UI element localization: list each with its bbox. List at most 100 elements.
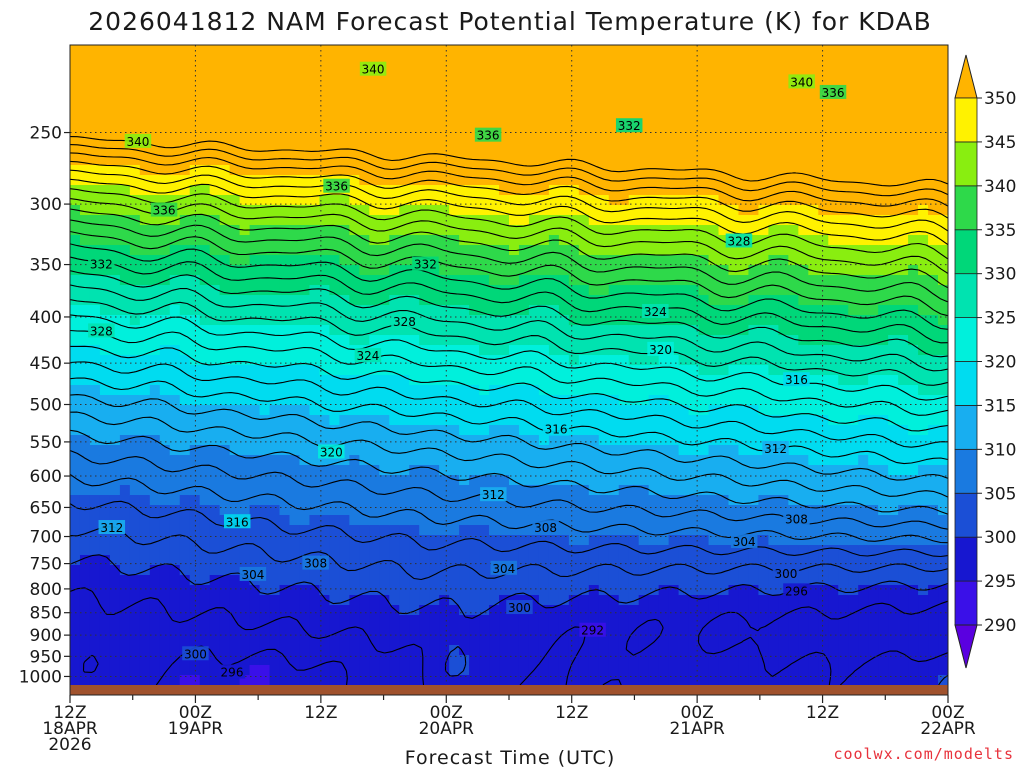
theta-cell xyxy=(279,665,291,676)
theta-cell xyxy=(778,335,789,346)
theta-cell xyxy=(479,565,490,576)
theta-cell xyxy=(469,165,480,176)
theta-cell xyxy=(209,65,221,76)
theta-cell xyxy=(748,645,760,656)
theta-cell xyxy=(728,285,740,296)
theta-cell xyxy=(229,425,241,436)
theta-cell xyxy=(638,125,650,136)
theta-cell xyxy=(538,415,550,426)
theta-cell xyxy=(339,325,350,336)
theta-cell xyxy=(89,405,101,416)
theta-cell xyxy=(389,145,400,156)
theta-cell xyxy=(658,415,670,426)
theta-cell xyxy=(678,355,690,366)
theta-cell xyxy=(329,265,340,276)
theta-cell xyxy=(738,315,750,326)
theta-cell xyxy=(209,355,221,366)
theta-cell xyxy=(708,655,720,666)
theta-cell xyxy=(548,585,560,596)
theta-cell xyxy=(199,155,211,166)
theta-cell xyxy=(199,475,211,486)
theta-cell xyxy=(89,675,101,685)
theta-cell xyxy=(129,445,141,456)
theta-cell xyxy=(509,305,520,316)
theta-cell xyxy=(658,315,670,326)
theta-cell xyxy=(838,315,849,326)
theta-cell xyxy=(718,315,730,326)
theta-cell xyxy=(149,515,161,526)
theta-cell xyxy=(598,405,610,416)
theta-cell xyxy=(409,405,420,416)
theta-cell xyxy=(199,105,211,116)
theta-cell xyxy=(489,675,500,685)
theta-cell xyxy=(369,245,380,256)
theta-cell xyxy=(798,165,809,176)
theta-cell xyxy=(808,585,819,596)
theta-cell xyxy=(179,315,191,326)
theta-cell xyxy=(159,555,171,566)
theta-cell xyxy=(528,505,540,516)
theta-cell xyxy=(678,155,690,166)
theta-cell xyxy=(179,45,191,56)
theta-cell xyxy=(269,575,281,586)
theta-cell xyxy=(379,425,390,436)
theta-cell xyxy=(229,285,241,296)
theta-cell xyxy=(359,545,370,556)
theta-cell xyxy=(558,105,570,116)
theta-cell xyxy=(538,485,550,496)
theta-cell xyxy=(708,615,720,626)
theta-cell xyxy=(608,225,620,236)
theta-cell xyxy=(289,195,301,206)
theta-cell xyxy=(389,445,400,456)
theta-cell xyxy=(748,145,760,156)
theta-cell xyxy=(578,395,590,406)
theta-cell xyxy=(598,125,610,136)
theta-cell xyxy=(648,525,660,536)
theta-cell xyxy=(309,435,321,446)
theta-cell xyxy=(708,445,720,456)
theta-cell xyxy=(229,555,241,566)
theta-cell xyxy=(648,425,660,436)
theta-cell xyxy=(399,375,410,386)
theta-cell xyxy=(369,655,380,666)
theta-cell xyxy=(518,665,530,676)
theta-cell xyxy=(628,305,640,316)
theta-cell xyxy=(738,665,750,676)
theta-cell xyxy=(129,335,141,346)
theta-cell xyxy=(738,375,750,386)
theta-cell xyxy=(828,205,839,216)
theta-cell xyxy=(239,285,251,296)
theta-cell xyxy=(778,385,789,396)
theta-cell xyxy=(828,355,839,366)
theta-cell xyxy=(708,175,720,186)
theta-cell xyxy=(738,615,750,626)
theta-cell xyxy=(99,115,111,126)
theta-cell xyxy=(728,275,740,286)
theta-cell xyxy=(219,265,231,276)
theta-cell xyxy=(668,505,680,516)
theta-cell xyxy=(578,435,590,446)
theta-cell xyxy=(588,75,600,86)
theta-cell xyxy=(459,55,470,66)
theta-cell xyxy=(449,205,460,216)
theta-cell xyxy=(169,135,181,146)
theta-cell xyxy=(778,45,789,56)
theta-cell xyxy=(229,495,241,506)
theta-cell xyxy=(558,255,570,266)
theta-cell xyxy=(299,655,311,666)
theta-cell xyxy=(139,435,151,446)
theta-cell xyxy=(139,595,151,606)
theta-cell xyxy=(499,135,510,146)
theta-cell xyxy=(259,215,271,226)
theta-cell xyxy=(788,185,799,196)
theta-cell xyxy=(339,115,350,126)
theta-cell xyxy=(518,55,530,66)
theta-cell xyxy=(279,595,291,606)
theta-cell xyxy=(678,285,690,296)
theta-cell xyxy=(229,75,241,86)
theta-cell xyxy=(409,455,420,466)
theta-cell xyxy=(778,165,789,176)
theta-cell xyxy=(708,55,720,66)
theta-cell xyxy=(708,625,720,636)
theta-cell xyxy=(229,85,241,96)
